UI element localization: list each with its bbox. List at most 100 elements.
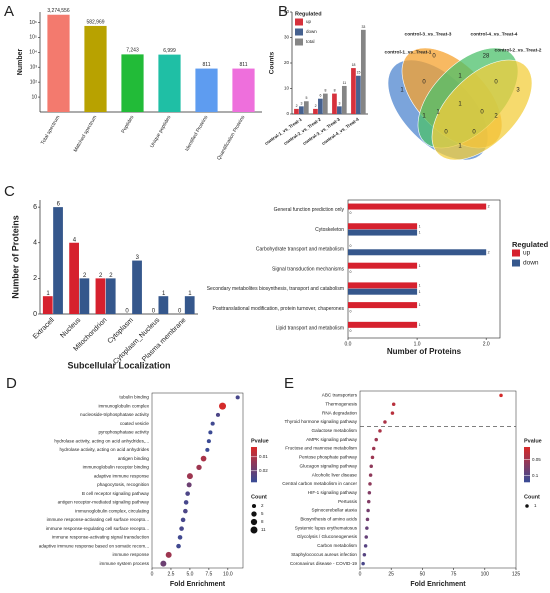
y-tick-label: pyrophosphatase activity bbox=[98, 430, 149, 435]
dot bbox=[499, 393, 503, 398]
value-label: 6 bbox=[57, 202, 61, 208]
dot bbox=[363, 544, 368, 548]
dot bbox=[219, 402, 227, 410]
x-tick-label: Unique peptides bbox=[149, 114, 173, 149]
y-tick-label: 10⁶ bbox=[29, 20, 37, 26]
size-legend-label: 5 bbox=[261, 511, 264, 516]
x-tick-label: 10.0 bbox=[223, 571, 233, 577]
size-legend-dot bbox=[251, 503, 257, 509]
y-tick-label: Signal transduction mechanisms bbox=[272, 266, 344, 272]
venn-count: 1 bbox=[436, 110, 440, 116]
panel-label: A bbox=[4, 3, 14, 20]
colorbar-step bbox=[251, 452, 257, 455]
y-tick-label: immune system process bbox=[99, 561, 149, 566]
x-tick-label: 5.0 bbox=[186, 571, 193, 577]
value-label: 2 bbox=[109, 273, 113, 279]
y-tick-label: hydrolase activity, acting on acid anhyd… bbox=[54, 438, 149, 443]
dot bbox=[366, 508, 370, 513]
bar bbox=[332, 93, 337, 114]
bar bbox=[348, 288, 418, 295]
y-axis-title: Number bbox=[17, 49, 24, 76]
bar bbox=[348, 282, 418, 289]
bar bbox=[348, 262, 418, 269]
venn-count: 28 bbox=[483, 54, 490, 60]
bar bbox=[303, 101, 309, 114]
colorbar-step bbox=[251, 476, 257, 479]
dot bbox=[364, 535, 368, 539]
venn-count: 0 bbox=[432, 54, 436, 60]
value-label: 6,999 bbox=[163, 48, 176, 54]
y-axis-title: Number of Proteins bbox=[10, 215, 20, 299]
value-label: 3 bbox=[136, 255, 140, 261]
x-axis-title: Fold Enrichment bbox=[170, 581, 226, 588]
bar bbox=[95, 278, 106, 314]
dot bbox=[179, 526, 184, 531]
dot bbox=[185, 491, 190, 496]
size-legend-label: 1 bbox=[534, 503, 537, 508]
colorbar-step bbox=[251, 464, 257, 467]
bar bbox=[184, 296, 195, 314]
dot bbox=[196, 464, 202, 471]
y-tick-label: 2 bbox=[33, 275, 37, 282]
colorbar-tick-label: 0.05 bbox=[532, 457, 541, 462]
legend-title: Regulated bbox=[295, 11, 322, 17]
value-label: 2 bbox=[99, 273, 103, 279]
bar bbox=[341, 85, 347, 114]
y-tick-label: immune response-activating signal transd… bbox=[52, 535, 149, 540]
y-tick-label: Staphylococcus aureus infection bbox=[291, 552, 357, 557]
venn-set-label: control-2_vs_Treat-2 bbox=[495, 47, 542, 53]
dot bbox=[210, 421, 215, 426]
y-tick-label: immunoglobulin complex bbox=[98, 403, 149, 408]
y-tick-label: AMPK signaling pathway bbox=[306, 437, 358, 442]
plot-frame bbox=[151, 392, 244, 569]
x-axis-title: Number of Proteins bbox=[387, 347, 462, 356]
x-tick-label: 25 bbox=[388, 571, 394, 577]
venn-count: 1 bbox=[400, 88, 404, 94]
value-label: 1 bbox=[46, 291, 50, 297]
panel-label: D bbox=[6, 375, 17, 392]
x-tick-label: Quantification Proteins bbox=[216, 114, 247, 161]
bar bbox=[322, 93, 328, 114]
colorbar-step bbox=[524, 452, 530, 455]
dot bbox=[371, 446, 376, 451]
value-label: 4 bbox=[73, 237, 77, 243]
colorbar-title: Pvalue bbox=[251, 438, 269, 444]
dot bbox=[176, 543, 181, 549]
y-tick-label: Cytoskeleton bbox=[315, 227, 344, 233]
colorbar-step bbox=[524, 448, 530, 451]
colorbar-step bbox=[524, 455, 530, 458]
dot bbox=[215, 412, 221, 417]
venn-set bbox=[431, 59, 533, 161]
y-tick-label: Carbohydrate transport and metabolism bbox=[256, 247, 344, 253]
dot bbox=[370, 455, 375, 460]
value-label: 2 bbox=[488, 250, 490, 254]
panel-label: E bbox=[284, 375, 294, 392]
x-tick-label: 125 bbox=[512, 571, 521, 577]
value-label: 33 bbox=[361, 25, 365, 29]
legend-swatch bbox=[512, 249, 520, 257]
legend-label: down bbox=[523, 260, 539, 267]
panel-label: B bbox=[278, 3, 288, 20]
y-tick-label: Spinocerebellar ataxia bbox=[312, 508, 358, 513]
value-label: 0 bbox=[350, 244, 352, 248]
y-tick-label: RNA degradation bbox=[322, 410, 357, 415]
colorbar-step bbox=[251, 475, 257, 478]
bar bbox=[132, 260, 142, 314]
y-axis-title: Counts bbox=[269, 51, 276, 74]
x-tick-label: Cytoplasm bbox=[107, 317, 135, 345]
y-tick-label: Thermogenesis bbox=[325, 401, 357, 406]
colorbar-step bbox=[251, 478, 257, 481]
size-legend-title: Count bbox=[524, 494, 540, 500]
bar bbox=[318, 98, 323, 114]
y-tick-label: adaptive immune response based on somati… bbox=[39, 543, 149, 548]
y-tick-label: 0 bbox=[286, 111, 289, 116]
y-tick-label: coated vesicle bbox=[120, 421, 150, 426]
y-tick-label: antigen binding bbox=[118, 456, 150, 461]
dot bbox=[183, 500, 189, 505]
venn-count: 2 bbox=[494, 114, 498, 120]
y-tick-label: 0 bbox=[33, 311, 37, 318]
venn-count: 1 bbox=[458, 74, 462, 80]
venn-count: 0 bbox=[472, 130, 476, 136]
colorbar-step bbox=[524, 459, 530, 462]
